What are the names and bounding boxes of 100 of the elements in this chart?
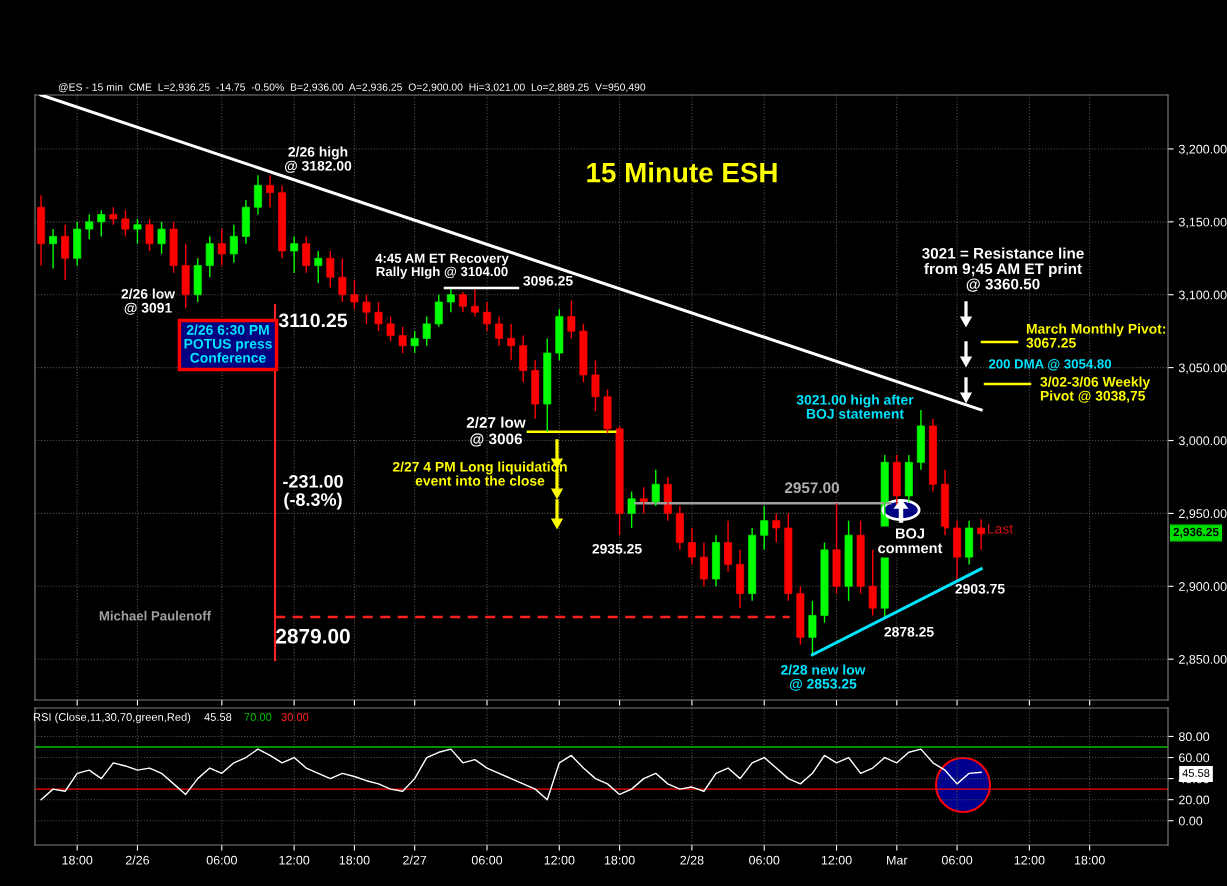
annotation: BOJ comment	[878, 528, 943, 554]
annotation: 3096.25	[523, 275, 573, 286]
text: 45.58	[1182, 769, 1210, 777]
candlestick	[386, 315, 395, 343]
annotation: 2/26 low @ 3091	[121, 288, 176, 315]
annotation: 2/28 new low @ 2853.25	[781, 664, 866, 691]
x-tick-label: Mar	[887, 855, 908, 865]
candlestick	[302, 235, 311, 274]
annotation: 4:45 AM ET Recovery Rally HIgh @ 3104.00	[375, 253, 509, 279]
candlestick	[326, 250, 335, 289]
annotation: 3021.00 high after BOJ statement	[796, 394, 914, 419]
x-tick-label: 12:00	[1014, 855, 1045, 865]
candlestick	[422, 315, 431, 347]
candlestick	[362, 294, 371, 325]
candlestick	[772, 512, 781, 544]
candlestick	[205, 235, 214, 278]
candlestick	[615, 425, 624, 536]
candlestick	[85, 213, 94, 241]
x-tick-label: 2/28	[680, 855, 704, 865]
annotation: 2/26 6:30 PM POTUS press Conference	[184, 324, 272, 363]
candlestick	[579, 323, 588, 383]
x-tick-label: 12:00	[821, 855, 852, 865]
y-tick-label: 3,200.00	[1178, 144, 1227, 156]
candlestick	[567, 299, 576, 340]
text: 2,936.25	[1173, 527, 1219, 538]
x-tick-label: 2/27	[403, 855, 427, 865]
candlestick	[555, 308, 564, 362]
candlestick	[651, 468, 660, 507]
candlestick	[193, 257, 202, 303]
annotation: 3110.25	[278, 313, 348, 328]
chart-subtitle: @ES - 15 min CME L=2,936.25 -14.75 -0.50% B=2,936.00 A=2,936.25 O=2,900.00 Hi=3,021.00 Lo=2,889.25 V=950,490	[58, 83, 646, 93]
candlestick	[531, 359, 540, 420]
annotation: 2903.75	[955, 583, 1005, 594]
candlestick	[543, 337, 552, 433]
y-tick-label: 3,000.00	[1178, 436, 1227, 447]
candlestick	[434, 294, 443, 328]
candlestick	[314, 250, 323, 284]
candlestick	[868, 549, 877, 617]
line-series	[40, 748, 982, 801]
y-tick-label: 60.00	[1179, 753, 1210, 763]
y-tick-label: 2,850.00	[1179, 654, 1227, 666]
x-tick-label: 18:00	[1074, 855, 1105, 865]
annotation: 2878.25	[884, 626, 934, 637]
candlestick	[338, 257, 347, 303]
candlestick	[181, 243, 190, 309]
candlestick	[157, 221, 166, 255]
candlestick	[374, 301, 383, 332]
annotation: 70.00	[244, 713, 272, 721]
y-tick-label: 2,950.00	[1179, 509, 1227, 520]
annotation: Michael Paulenoff	[99, 610, 212, 621]
x-tick-label: 18:00	[62, 855, 93, 865]
candlestick	[784, 512, 793, 602]
candlestick	[97, 209, 106, 238]
x-tick-label: 18:00	[339, 855, 370, 865]
x-tick-label: 18:00	[604, 855, 635, 865]
candlestick	[591, 359, 600, 413]
annotation: 2/26 high @ 3182.00	[284, 146, 352, 173]
annotation: 2935.25	[592, 543, 642, 554]
candlestick	[844, 519, 853, 602]
x-tick-label: 06:00	[749, 855, 780, 865]
x-tick-label: 06:00	[941, 855, 973, 865]
text: 15 Minute ESH	[587, 162, 777, 183]
annotation: -231.00 (-8.3%)	[283, 474, 343, 510]
annotation: 200 DMA @ 3054.80	[988, 359, 1112, 371]
x-tick-label: 12:00	[544, 855, 575, 865]
annotation: 3/02-3/06 Weekly Pivot @ 3038,75	[1040, 376, 1151, 403]
candlestick	[133, 218, 142, 245]
candlestick	[410, 330, 419, 354]
candlestick	[760, 505, 769, 551]
candlestick	[398, 326, 407, 354]
ref-line-label: 2879.00	[276, 628, 350, 644]
y-tick-label: 2,900.00	[1179, 582, 1227, 593]
candlestick	[820, 541, 829, 624]
x-tick-label: 06:00	[471, 855, 503, 865]
annotation: RSI (Close,11,30,70,green,Red)	[33, 712, 191, 724]
candlestick	[639, 486, 648, 515]
ref-line-label: 2957.00	[784, 482, 839, 494]
candlestick	[169, 221, 178, 274]
annotation: March Monthly Pivot: 3067.25	[1026, 323, 1166, 348]
x-tick-label: 2/26	[125, 855, 150, 865]
candlestick	[121, 209, 130, 238]
annotation: Last	[988, 524, 1014, 534]
x-tick-label: 12:00	[279, 855, 310, 865]
candlestick	[145, 218, 154, 252]
candlestick	[627, 490, 636, 529]
y-tick-label: 20.00	[1179, 795, 1210, 805]
annotation: 3021 = Resistance line from 9;45 AM ET print @ 3360.50	[922, 247, 1084, 292]
candlestick	[603, 388, 612, 434]
y-tick-label: 3,050.00	[1178, 363, 1227, 374]
y-tick-label: 3,150.00	[1178, 217, 1227, 228]
x-tick-label: 06:00	[206, 855, 237, 865]
y-tick-label: 0.00	[1178, 816, 1203, 826]
candlestick	[808, 600, 817, 656]
annotation: 45.58	[204, 713, 232, 721]
candlestick	[350, 279, 359, 310]
y-tick-label: 80.00	[1178, 732, 1210, 742]
candlestick	[796, 585, 805, 646]
candlestick	[892, 454, 901, 507]
candlestick	[832, 502, 841, 595]
candlestick	[856, 519, 865, 595]
